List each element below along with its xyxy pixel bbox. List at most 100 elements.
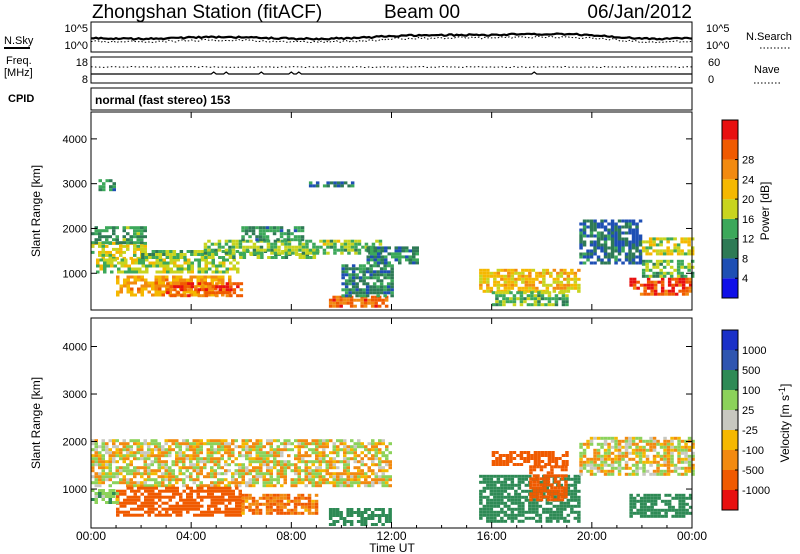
heatmap-cell [628, 219, 632, 223]
heatmap-cell [586, 255, 590, 259]
heatmap-cell [91, 241, 95, 245]
heatmap-cell [164, 448, 168, 452]
heatmap-cell [593, 472, 597, 476]
heatmap-cell [176, 282, 181, 286]
heatmap-cell [674, 511, 679, 515]
heatmap-cell [496, 510, 501, 514]
heatmap-cell [570, 504, 574, 508]
heatmap-cell [130, 513, 134, 517]
heatmap-cell [119, 454, 123, 458]
heatmap-cell [210, 489, 214, 493]
heatmap-cell [479, 516, 483, 520]
heatmap-cell [186, 278, 190, 282]
heatmap-cell [130, 287, 134, 291]
heatmap-cell [593, 252, 597, 256]
heatmap-cell [629, 508, 633, 512]
heatmap-cell [666, 259, 670, 263]
heatmap-cell [617, 219, 622, 223]
heatmap-cell [507, 283, 511, 287]
heatmap-cell [172, 275, 176, 279]
heatmap-cell [182, 481, 186, 485]
heatmap-cell [122, 466, 126, 470]
heatmap-cell [252, 469, 256, 473]
heatmap-cell [386, 276, 391, 280]
heatmap-cell [385, 448, 389, 452]
heatmap-cell [161, 445, 165, 449]
heatmap-cell [503, 504, 508, 508]
heatmap-cell [549, 283, 553, 287]
heatmap-cell [175, 501, 179, 505]
heatmap-cell [639, 505, 644, 509]
heatmap-cell [351, 288, 356, 292]
heatmap-cell [486, 274, 490, 278]
heatmap-cell [280, 472, 284, 476]
heatmap-cell [136, 457, 140, 461]
heatmap-cell [91, 454, 95, 458]
heatmap-cell [115, 226, 119, 230]
heatmap-cell [358, 276, 363, 280]
heatmap-cell [664, 289, 668, 293]
heatmap-cell [552, 510, 557, 514]
heatmap-cell [643, 292, 647, 296]
heatmap-cell [364, 475, 368, 479]
heatmap-cell [614, 246, 618, 250]
heatmap-cell [493, 274, 497, 278]
heatmap-cell [203, 513, 207, 517]
heatmap-cell [231, 454, 235, 458]
heatmap-cell [122, 442, 126, 446]
heatmap-cell [655, 237, 660, 241]
heatmap-cell [154, 484, 158, 488]
heatmap-cell [374, 301, 378, 305]
heatmap-cell [91, 448, 95, 452]
heatmap-cell [232, 291, 237, 295]
heatmap-cell [659, 252, 663, 256]
heatmap-cell [211, 264, 215, 268]
heatmap-cell [244, 232, 249, 236]
heatmap-cell [329, 239, 334, 243]
heatmap-cell [573, 483, 578, 487]
heatmap-cell [329, 245, 334, 249]
heatmap-cell [335, 298, 340, 302]
heatmap-cell [621, 454, 625, 458]
heatmap-cell [234, 469, 238, 473]
heatmap-cell [344, 291, 349, 295]
heatmap-cell [688, 283, 693, 287]
heatmap-cell [315, 475, 319, 479]
heatmap-cell [391, 252, 395, 256]
heatmap-cell [343, 466, 347, 470]
heatmap-cell [631, 463, 636, 467]
heatmap-cell [566, 492, 571, 496]
heatmap-cell [185, 484, 189, 488]
heatmap-cell [290, 508, 294, 512]
heatmap-cell [272, 496, 277, 500]
heatmap-cell [546, 483, 551, 487]
heatmap-cell [144, 253, 149, 256]
heatmap-cell [498, 457, 503, 460]
heatmap-cell [214, 489, 218, 493]
heatmap-cell [302, 256, 306, 259]
heatmap-cell [119, 504, 123, 508]
heatmap-cell [346, 478, 350, 482]
heatmap-cell [265, 505, 270, 509]
heatmap-cell [150, 439, 154, 443]
heatmap-cell [628, 451, 632, 455]
heatmap-cell [102, 188, 106, 192]
heatmap-cell [91, 457, 95, 461]
heatmap-cell [566, 519, 571, 523]
heatmap-cell [510, 477, 515, 481]
heatmap-cell [276, 499, 280, 503]
heatmap-cell [94, 498, 98, 501]
heatmap-cell [593, 228, 597, 232]
heatmap-cell [378, 242, 383, 246]
heatmap-cell [545, 271, 550, 275]
heatmap-cell [493, 489, 497, 493]
heatmap-cell [248, 478, 252, 482]
heatmap-cell [203, 510, 207, 514]
heatmap-cell [224, 463, 228, 467]
heatmap-cell [536, 498, 540, 502]
heatmap-cell [182, 501, 186, 505]
heatmap-cell [537, 297, 541, 301]
heatmap-cell [318, 445, 322, 449]
heatmap-cell [563, 277, 567, 281]
heatmap-cell [120, 258, 124, 262]
